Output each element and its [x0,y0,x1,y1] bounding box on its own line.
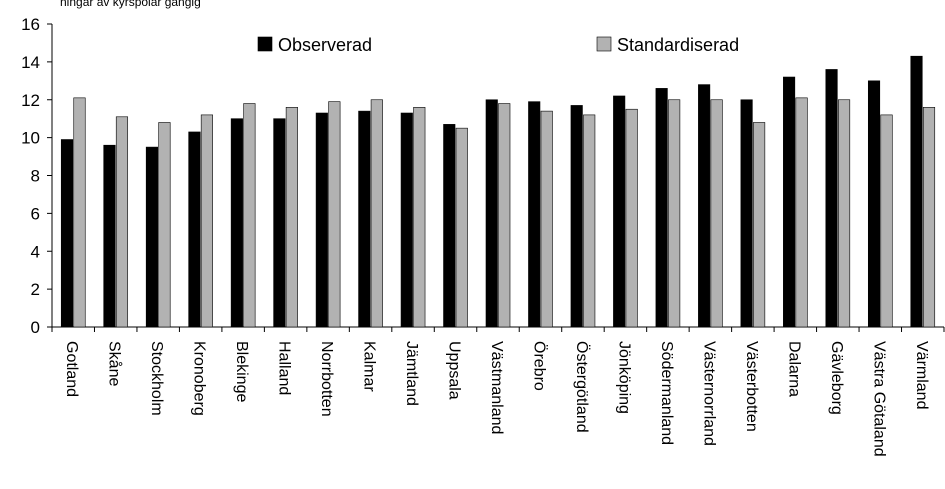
category-label: Kalmar [361,341,378,392]
bar-standardiserad [795,97,808,328]
y-tick-label: 4 [31,242,40,261]
legend-swatch [596,36,612,52]
bar-standardiserad [200,114,213,328]
bar-observerad [60,139,74,328]
bar-standardiserad [540,110,553,328]
bar-standardiserad [625,108,638,328]
bar-standardiserad [753,122,766,328]
category-label: Halland [276,341,293,395]
bar-observerad [867,80,881,328]
y-tick-label: 16 [21,15,40,34]
bar-standardiserad [583,114,596,328]
y-tick-label: 12 [21,91,40,110]
bar-standardiserad [838,99,851,328]
category-label: Dalarna [785,341,802,397]
legend-swatch [257,36,273,52]
bar-standardiserad [285,107,298,328]
category-label: Gävleborg [828,341,845,415]
legend-label: Observerad [278,35,372,55]
bar-observerad [783,76,796,328]
bar-observerad [230,118,243,328]
category-label: Östergötland [573,341,591,433]
bar-standardiserad [328,101,341,328]
category-label: Gotland [63,341,80,397]
bar-observerad [825,69,838,328]
y-tick-label: 6 [31,204,40,223]
bar-observerad [273,118,286,328]
category-label: Värmland [913,341,930,409]
bar-observerad [103,144,116,328]
category-label: Stockholm [148,341,165,416]
bar-standardiserad [498,103,511,328]
y-tick-label: 8 [31,167,40,186]
category-label: Västmanland [488,341,505,434]
category-label: Blekinge [233,341,250,402]
category-labels: Gotland Skåne Stockholm Kronoberg Blekinge Ha… [63,341,930,457]
legend: Observerad Standardiserad [257,35,739,55]
chart-subtitle: ningar av kyrspolar gängig [60,0,201,9]
category-label: Kronoberg [191,341,208,416]
y-tick-label: 0 [31,318,40,337]
bar-standardiserad [158,122,171,328]
y-tick-label: 10 [21,129,40,148]
bar-standardiserad [115,116,129,328]
bar-observerad [145,146,158,328]
bar-observerad [698,84,711,328]
bar-standardiserad [668,99,681,328]
bar-observerad [188,131,201,328]
bar-observerad [613,95,626,328]
bar-observerad [443,124,456,328]
axes: 0 2 4 6 8 10 12 14 16 [21,15,945,337]
bar-standardiserad [73,97,86,328]
bar-observerad [315,112,328,328]
bar-standardiserad [455,127,468,328]
legend-label: Standardiserad [617,35,739,55]
bar-standardiserad [922,107,936,328]
bar-observerad [910,55,923,328]
bar-standardiserad [413,107,426,328]
bar-standardiserad [370,99,383,328]
bar-observerad [358,110,371,328]
category-label: Jämtland [403,341,420,406]
bar-standardiserad [880,114,893,328]
category-label: Örebro [530,341,548,391]
bar-observerad [485,99,498,328]
bars [60,55,936,328]
category-label: Skåne [106,341,124,386]
category-label: Västernorrland [700,341,717,446]
category-label: Södermanland [658,341,675,445]
category-label: Västra Götaland [870,341,887,457]
bar-observerad [655,88,668,328]
bar-standardiserad [710,99,723,328]
y-tick-label: 14 [21,53,40,72]
y-tick-label: 2 [31,280,40,299]
category-label: Västerbotten [743,341,760,432]
bar-observerad [400,112,413,328]
bar-standardiserad [243,103,256,328]
category-label: Jönköping [615,341,632,414]
bar-observerad [570,105,583,328]
category-label: Uppsala [446,341,463,400]
category-label: Norrbotten [318,341,335,417]
bar-observerad [740,99,753,328]
bar-observerad [528,101,541,328]
